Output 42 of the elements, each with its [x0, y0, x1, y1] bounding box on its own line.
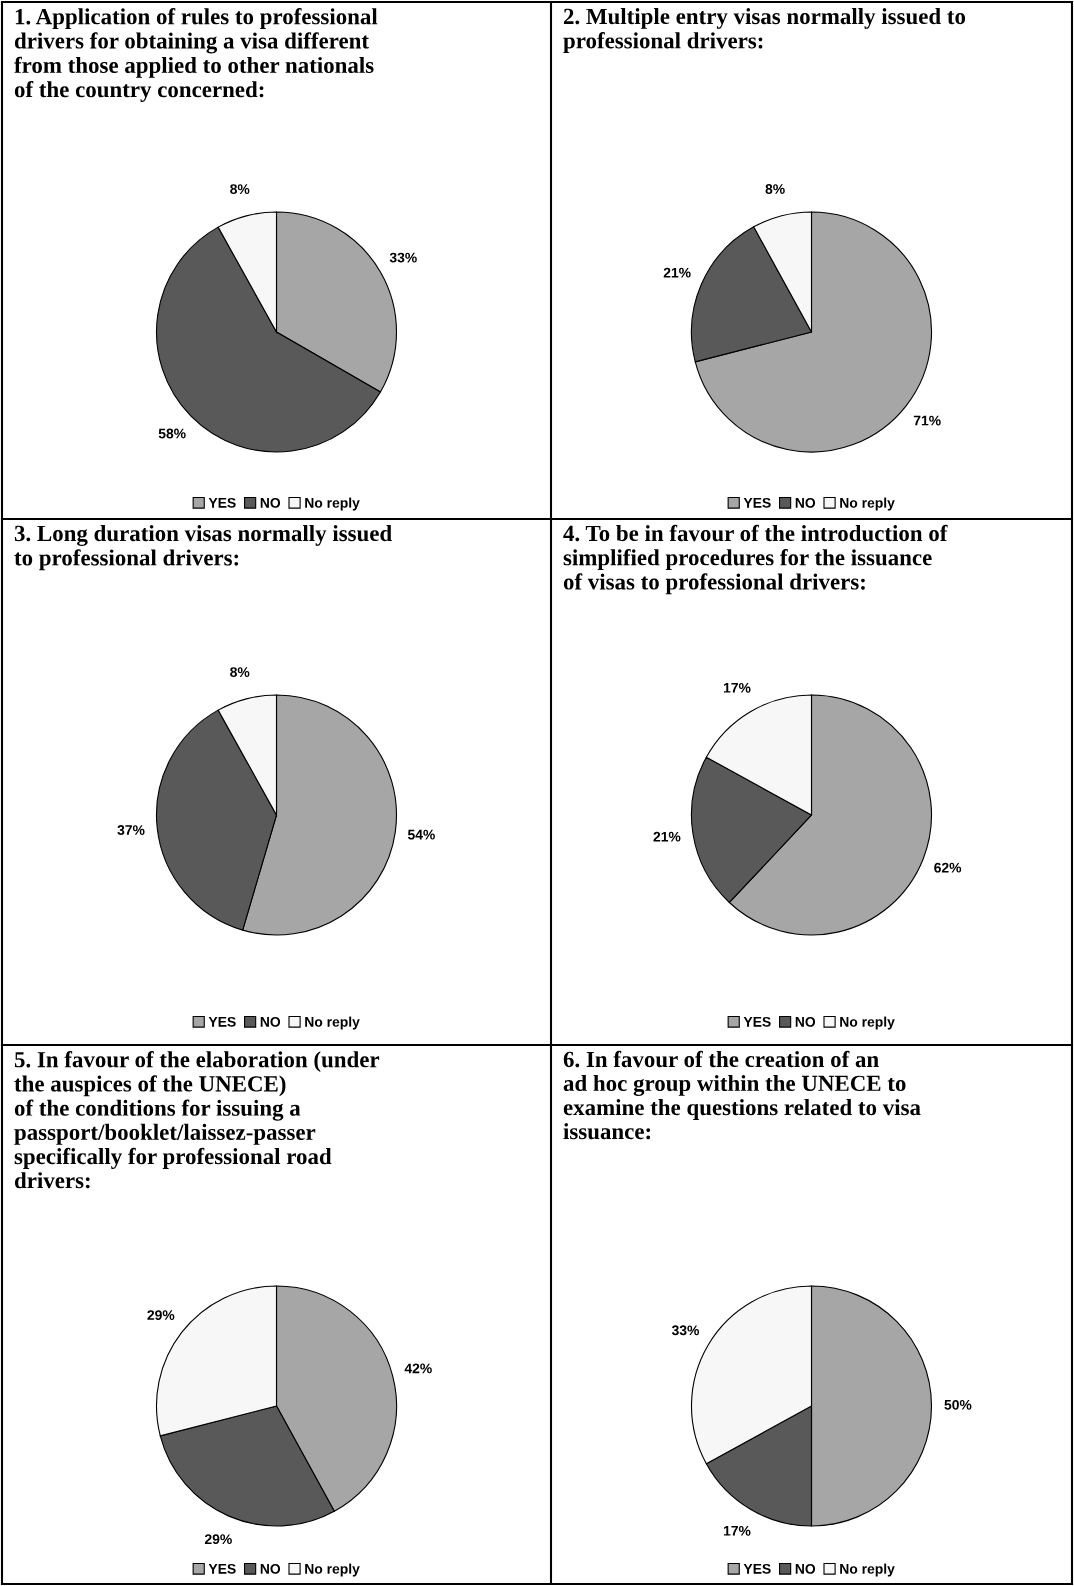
data-label: 29% [147, 1310, 175, 1320]
data-label: 29% [204, 1534, 232, 1545]
data-label: 37% [117, 825, 145, 835]
data-label: 62% [934, 862, 962, 873]
legend-label: NO [795, 1563, 816, 1574]
legend-label: NO [260, 497, 281, 508]
legend-label: No reply [305, 497, 360, 511]
chart-title: 6. In favour of the creation of an ad hoc group within the UNECE to examine the questions related to visa issuance: [563, 1050, 921, 1140]
data-label: 21% [663, 267, 691, 278]
legend-label: No reply [840, 1016, 895, 1030]
legend-label: YES [743, 1563, 771, 1574]
chart-title: 1. Application of rules to professional drivers for obtaining a visa different from those applied to other nationals of the country concerned: [14, 8, 378, 102]
data-label: 33% [671, 1325, 700, 1336]
data-label: 50% [944, 1399, 972, 1410]
chart-title: 5. In favour of the elaboration (under the auspices of the UNECE) of the conditions for issuing a passport/booklet/laissez-passer specifically for professional road drivers: [14, 1051, 380, 1189]
legend-label: NO [795, 1016, 816, 1027]
legend-label: No reply [840, 1563, 895, 1577]
data-label: 42% [404, 1363, 432, 1374]
legend-label: YES [743, 497, 771, 508]
legend-label: No reply [840, 497, 895, 511]
data-label: 17% [723, 1525, 751, 1536]
chart-title: 2. Multiple entry visas normally issued to professional drivers: [563, 8, 966, 54]
data-label: 58% [158, 428, 186, 439]
chart-title: 4. To be in favour of the introduction of simplified procedures for the issuance of visas to professional drivers: [563, 524, 948, 595]
chart-title: 3. Long duration visas normally issued to professional drivers: [14, 525, 392, 571]
data-label: 33% [389, 252, 417, 263]
data-label: 71% [913, 415, 941, 426]
data-label: 8% [765, 184, 785, 194]
legend-label: NO [260, 1016, 281, 1027]
legend-label: YES [208, 1016, 236, 1027]
legend-label: YES [208, 1563, 236, 1574]
data-label: 21% [653, 831, 681, 842]
legend-label: YES [743, 1016, 771, 1027]
data-label: 17% [723, 682, 751, 693]
legend-label: NO [260, 1563, 281, 1574]
legend-label: YES [208, 497, 236, 508]
legend-label: NO [795, 497, 816, 508]
legend-label: No reply [305, 1016, 360, 1030]
data-label: 8% [230, 667, 250, 678]
legend-label: No reply [305, 1563, 360, 1577]
data-label: 54% [407, 829, 435, 840]
data-label: 8% [230, 184, 250, 195]
